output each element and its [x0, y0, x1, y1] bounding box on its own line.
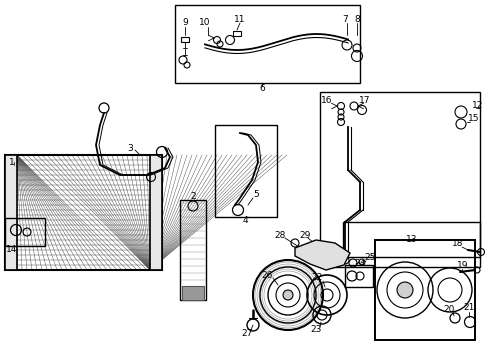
Text: 16: 16: [321, 95, 332, 104]
Bar: [319, 92, 479, 267]
Text: 26: 26: [261, 270, 272, 279]
Text: 21: 21: [462, 303, 474, 312]
Bar: [180, 200, 205, 300]
Text: 24: 24: [354, 258, 365, 267]
Bar: [150, 155, 162, 270]
Circle shape: [396, 282, 412, 298]
Text: 27: 27: [241, 328, 252, 338]
Text: 5: 5: [253, 189, 258, 198]
Text: 19: 19: [456, 261, 468, 270]
Text: 7: 7: [342, 14, 347, 23]
Text: 10: 10: [199, 18, 210, 27]
Circle shape: [305, 246, 313, 254]
Text: 6: 6: [259, 84, 264, 93]
Text: 3: 3: [127, 144, 133, 153]
Text: 9: 9: [182, 18, 187, 27]
Bar: [345, 265, 372, 287]
Circle shape: [334, 253, 341, 261]
Text: 28: 28: [274, 230, 285, 239]
Text: 11: 11: [234, 14, 245, 23]
Text: 20: 20: [443, 305, 454, 314]
Text: 14: 14: [6, 246, 18, 255]
Text: 22: 22: [311, 274, 322, 283]
Text: 8: 8: [353, 14, 359, 23]
Bar: [232, 31, 241, 36]
Text: 18: 18: [451, 239, 463, 248]
Text: 12: 12: [470, 100, 482, 109]
Text: 13: 13: [406, 234, 417, 243]
Text: 15: 15: [468, 113, 479, 122]
Text: 1: 1: [9, 158, 15, 166]
Bar: [5, 155, 17, 270]
Bar: [5, 218, 45, 246]
Text: 25: 25: [364, 253, 375, 262]
Bar: [374, 240, 474, 340]
Text: 29: 29: [299, 230, 310, 239]
Circle shape: [283, 290, 292, 300]
Bar: [182, 286, 203, 300]
Text: 4: 4: [242, 216, 247, 225]
Bar: [215, 125, 276, 217]
Text: 17: 17: [359, 95, 370, 104]
Bar: [175, 5, 359, 83]
Bar: [181, 37, 189, 42]
Polygon shape: [294, 240, 349, 270]
Bar: [342, 222, 479, 257]
Bar: [5, 155, 162, 270]
Text: 23: 23: [310, 325, 321, 334]
Text: 2: 2: [190, 192, 195, 201]
